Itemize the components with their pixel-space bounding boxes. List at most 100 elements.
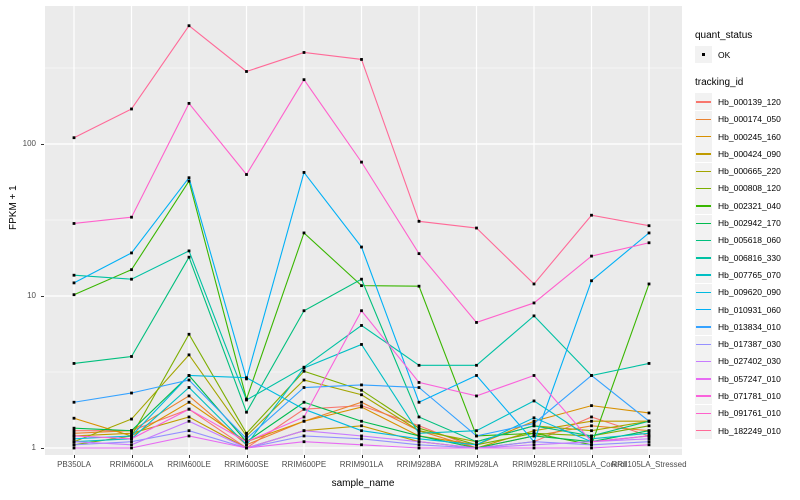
- data-point-marker: [130, 355, 133, 358]
- data-point-marker: [187, 179, 191, 183]
- data-point-marker: [302, 369, 306, 373]
- x-tick-label: RRIM928BA: [396, 460, 442, 469]
- x-tick-label: RRIM600LA: [109, 460, 154, 469]
- legend-key-line-icon: [695, 197, 712, 215]
- data-point-marker: [72, 434, 76, 438]
- data-point-marker: [647, 431, 651, 435]
- y-tick-label: 1: [31, 443, 36, 452]
- quant-status-legend-title: quant_status: [695, 30, 753, 41]
- data-point-marker: [647, 241, 651, 245]
- x-tick-label: RRIM600PE: [281, 460, 327, 469]
- legend-item-Hb_057247_010: Hb_057247_010: [695, 370, 800, 388]
- series-color-line: [696, 291, 711, 294]
- data-point-marker: [360, 160, 363, 164]
- data-point-marker: [72, 440, 76, 444]
- data-point-marker: [647, 440, 651, 444]
- x-tick-mark: [304, 455, 305, 458]
- series-color-line: [696, 378, 711, 380]
- data-point-marker: [417, 446, 421, 450]
- data-point-marker: [590, 434, 593, 438]
- legend: quant_status OK tracking_id Hb_000139_12…: [695, 30, 800, 453]
- data-point-marker: [417, 429, 421, 433]
- data-point-marker: [647, 443, 651, 447]
- legend-key-line-icon: [695, 93, 712, 111]
- data-point-marker: [590, 404, 593, 408]
- data-point-marker: [475, 434, 478, 438]
- y-tick-mark: [41, 448, 44, 449]
- legend-item-label: Hb_091761_010: [718, 408, 781, 419]
- legend-item-Hb_000808_120: Hb_000808_120: [695, 179, 800, 197]
- x-tick-mark: [649, 455, 650, 458]
- data-point-marker: [647, 429, 651, 433]
- data-point-marker: [360, 429, 363, 433]
- data-point-marker: [647, 434, 651, 438]
- data-point-marker: [475, 363, 478, 367]
- data-point-marker: [417, 252, 421, 256]
- x-tick-label: RRIM600SE: [224, 460, 269, 469]
- data-point-marker: [532, 419, 536, 423]
- data-point-marker: [187, 378, 191, 382]
- series-color-line: [696, 343, 711, 345]
- data-point-marker: [302, 171, 306, 174]
- data-point-marker: [130, 437, 133, 441]
- data-point-marker: [187, 249, 191, 253]
- legend-item-label: Hb_000139_120: [718, 96, 781, 107]
- tracking-id-legend-title: tracking_id: [695, 77, 744, 89]
- legend-item-Hb_000665_220: Hb_000665_220: [695, 162, 800, 180]
- data-point-marker: [417, 434, 421, 438]
- x-axis-title: sample_name: [331, 478, 395, 489]
- data-point-marker: [475, 321, 478, 324]
- legend-key-line-icon: [695, 335, 712, 353]
- legend-key-line-icon: [695, 128, 712, 146]
- data-point-marker: [360, 443, 363, 447]
- data-point-marker: [130, 107, 133, 111]
- data-point-marker: [72, 426, 76, 430]
- data-point-marker: [245, 410, 248, 414]
- data-point-marker: [417, 426, 421, 430]
- series-color-line: [696, 187, 711, 190]
- data-point-marker: [360, 437, 363, 441]
- tracking-id-legend: tracking_id Hb_000139_120 Hb_000174_050 Hb…: [695, 77, 800, 440]
- legend-item-Hb_071781_010: Hb_071781_010: [695, 387, 800, 405]
- data-point-marker: [360, 419, 363, 423]
- data-point-marker: [72, 136, 76, 140]
- x-tick-label: RRIM928LE: [512, 460, 556, 469]
- series-color-line: [696, 222, 711, 224]
- data-point-marker: [417, 363, 421, 367]
- data-point-marker: [130, 277, 133, 281]
- data-point-marker: [245, 434, 248, 438]
- data-point-marker: [72, 362, 76, 365]
- data-point-marker: [72, 273, 76, 277]
- data-point-marker: [187, 429, 191, 433]
- data-point-marker: [360, 245, 363, 249]
- data-point-marker: [590, 415, 593, 419]
- series-color-line: [696, 101, 711, 103]
- data-point-marker: [130, 446, 133, 450]
- data-point-marker: [532, 282, 536, 286]
- series-color-line: [696, 412, 711, 415]
- legend-key-line-icon: [695, 404, 712, 422]
- x-tick-label: RRII105LA_Stressed: [611, 460, 687, 469]
- x-tick-label: RRIM600LE: [167, 460, 211, 469]
- data-point-marker: [417, 437, 421, 441]
- data-point-marker: [302, 378, 306, 382]
- data-point-marker: [360, 343, 363, 346]
- data-point-marker: [532, 446, 536, 450]
- data-point-marker: [647, 224, 651, 228]
- data-point-marker: [360, 58, 363, 61]
- data-point-marker: [532, 301, 536, 305]
- data-point-marker: [302, 400, 306, 404]
- data-point-marker: [590, 254, 593, 258]
- data-point-marker: [187, 434, 191, 438]
- legend-key-line-icon: [695, 214, 712, 232]
- data-point-marker: [590, 374, 593, 377]
- data-point-marker: [245, 440, 248, 444]
- data-point-marker: [590, 443, 593, 447]
- x-tick-label: RRIM928LA: [454, 460, 499, 469]
- series-color-line: [696, 309, 711, 311]
- data-point-marker: [532, 374, 536, 377]
- data-point-marker: [187, 24, 191, 28]
- legend-item-label: Hb_002321_040: [718, 200, 781, 211]
- legend-item-Hb_000139_120: Hb_000139_120: [695, 93, 800, 111]
- x-tick-mark: [534, 455, 535, 458]
